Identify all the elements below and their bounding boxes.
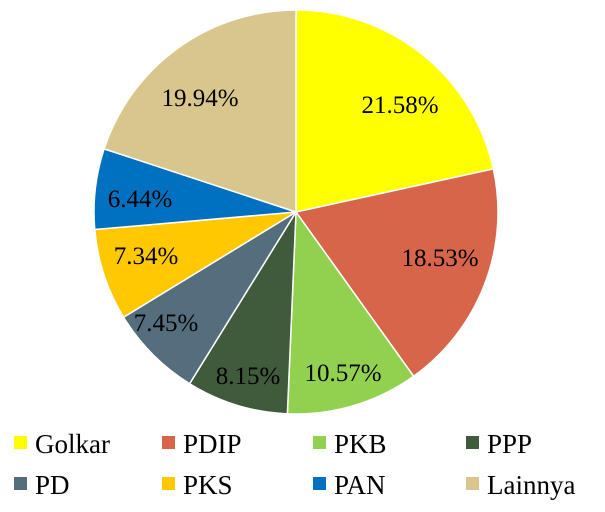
data-labels: 21.58% 18.53% 10.57% 8.15% 7.45% 7.34% 6.44% 19… — [108, 85, 479, 390]
pie-slice-pkb — [286, 209, 415, 415]
data-label-lainnya: 19.94% — [161, 85, 238, 112]
data-label-ppp: 8.15% — [216, 363, 281, 390]
legend: Golkar PDIP PKB PPP PD PKS PAN Lainnya — [14, 429, 575, 500]
legend-label-pan: PAN — [334, 470, 386, 500]
legend-swatch-golkar — [14, 436, 27, 449]
pie-slices — [93, 9, 499, 415]
legend-swatch-ppp — [466, 436, 479, 449]
data-label-pd: 7.45% — [134, 310, 199, 337]
legend-label-pd: PD — [35, 470, 70, 500]
legend-swatch-pan — [313, 477, 326, 490]
legend-label-pks: PKS — [183, 470, 233, 500]
legend-swatch-pkb — [313, 436, 326, 449]
legend-label-golkar: Golkar — [35, 429, 110, 459]
legend-swatch-pd — [14, 477, 27, 490]
legend-label-ppp: PPP — [487, 429, 532, 459]
pie-slice-pdip — [294, 168, 499, 378]
data-label-pks: 7.34% — [114, 243, 179, 270]
legend-label-lainnya: Lainnya — [487, 470, 575, 500]
legend-label-pdip: PDIP — [183, 429, 242, 459]
pie-slice-golkar — [295, 9, 495, 213]
legend-label-pkb: PKB — [334, 429, 387, 459]
data-label-pkb: 10.57% — [304, 360, 381, 387]
pie-slice-ppp — [188, 209, 297, 415]
pie-slice-lainnya — [103, 9, 297, 214]
legend-swatch-pdip — [162, 436, 175, 449]
legend-swatch-pks — [162, 477, 175, 490]
legend-swatch-lainnya — [466, 477, 479, 490]
data-label-pdip: 18.53% — [401, 245, 478, 272]
data-label-golkar: 21.58% — [361, 92, 438, 119]
data-label-pan: 6.44% — [108, 186, 173, 213]
